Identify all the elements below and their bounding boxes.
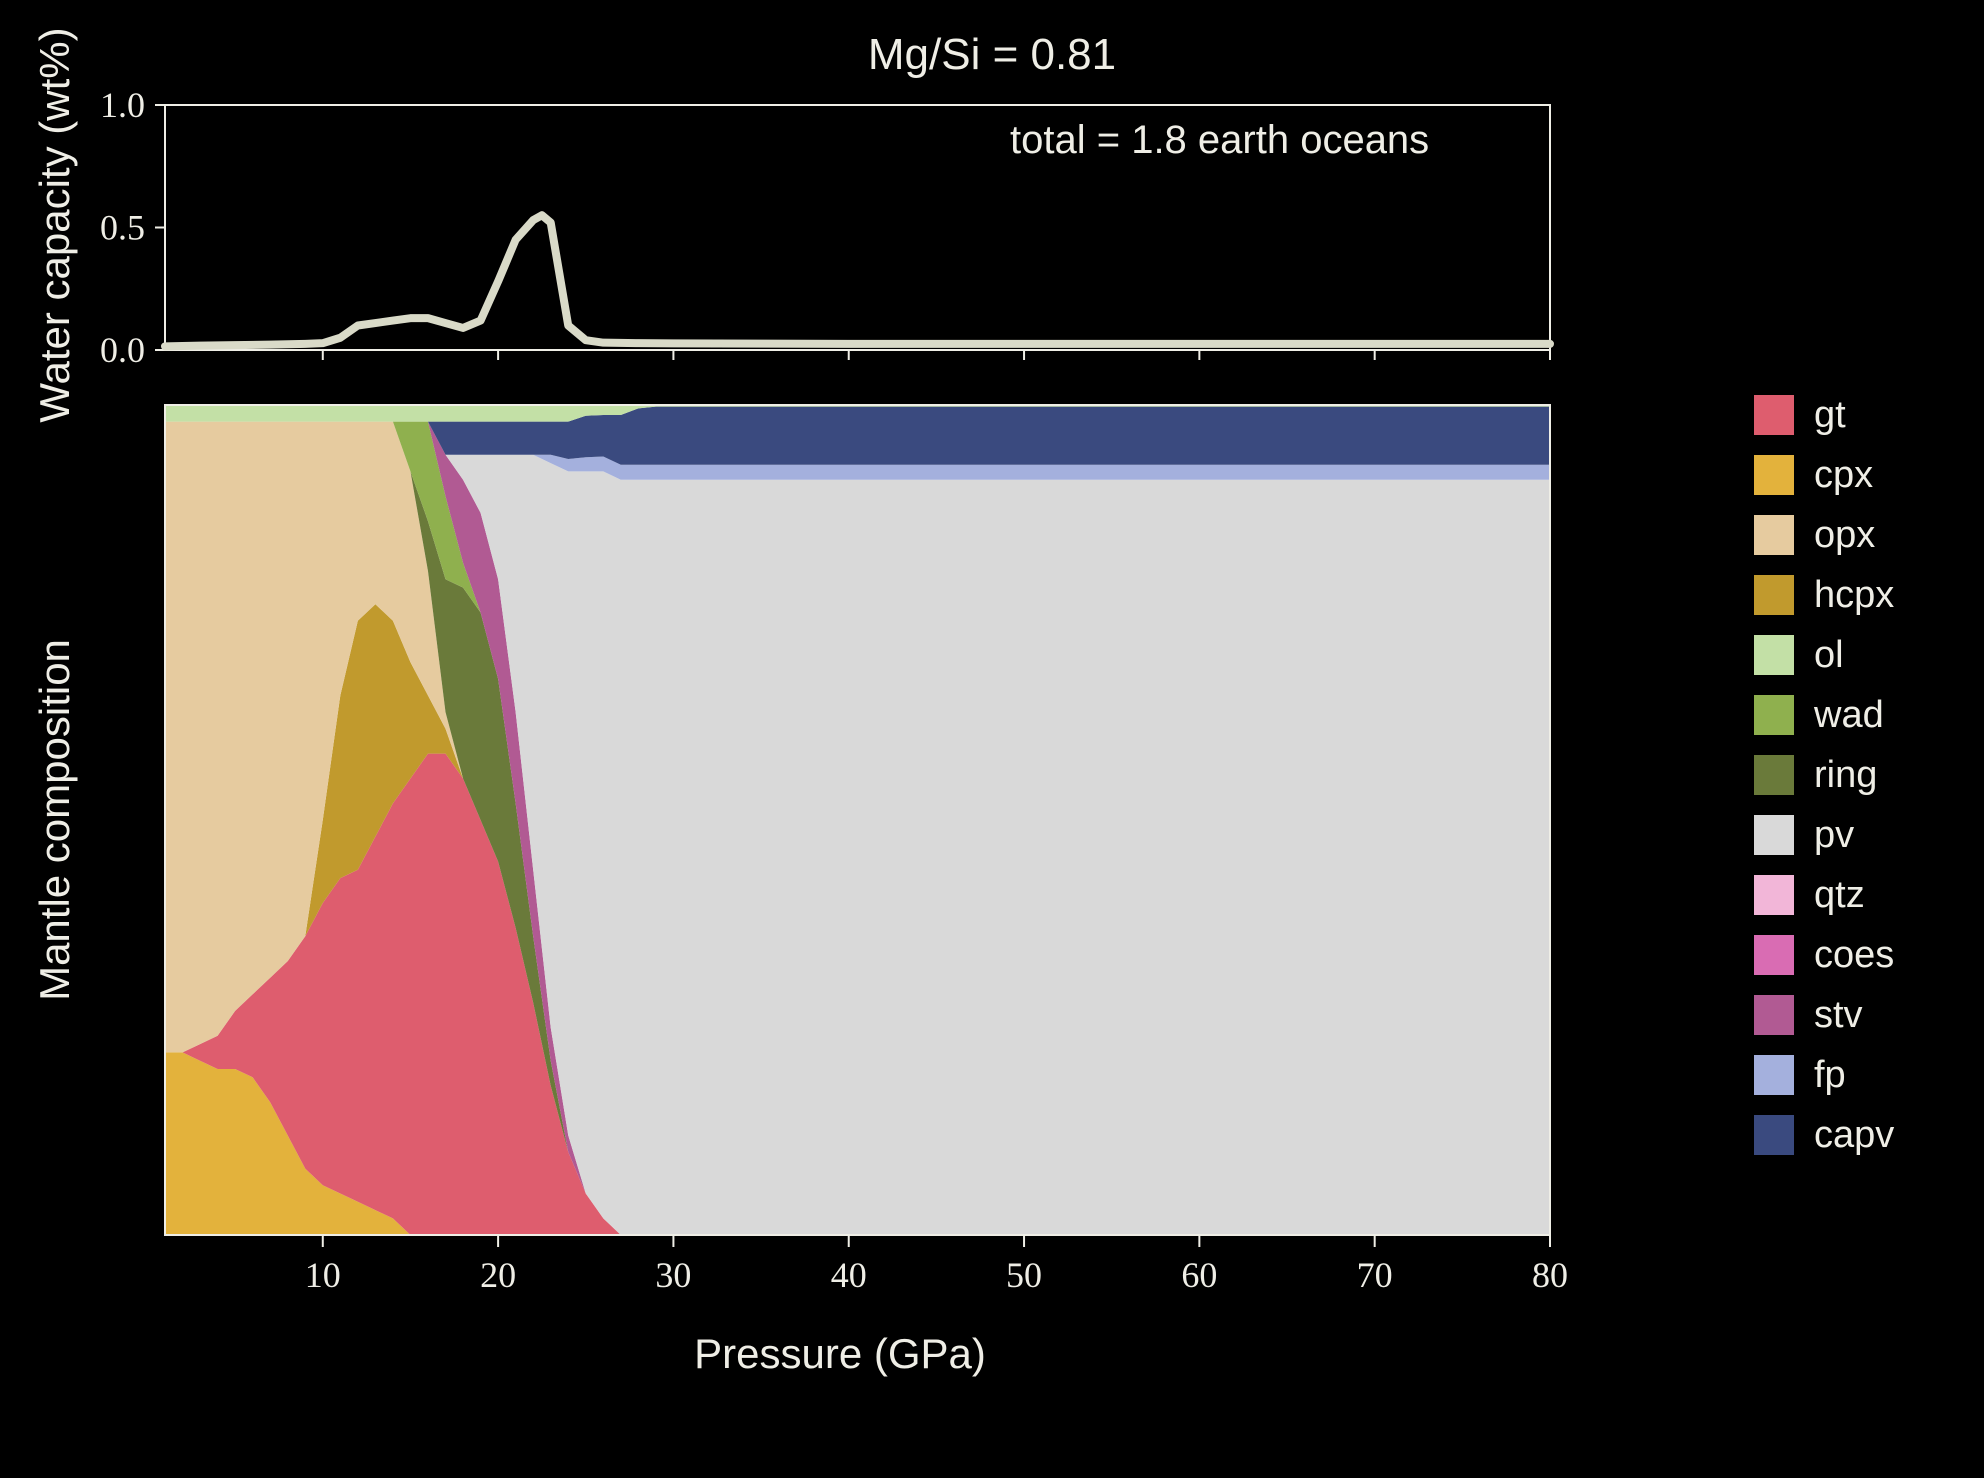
legend-item-cpx: cpx (1754, 445, 1954, 505)
legend-swatch (1754, 815, 1794, 855)
xtick-label: 70 (1357, 1255, 1393, 1295)
legend-label: opx (1814, 514, 1875, 557)
legend-swatch (1754, 1115, 1794, 1155)
legend-item-wad: wad (1754, 685, 1954, 745)
legend-item-opx: opx (1754, 505, 1954, 565)
legend-swatch (1754, 755, 1794, 795)
legend-swatch (1754, 395, 1794, 435)
xtick-label: 10 (305, 1255, 341, 1295)
xtick-label: 40 (831, 1255, 867, 1295)
legend-label: qtz (1814, 874, 1865, 917)
legend-label: ring (1814, 754, 1877, 797)
top-ytick: 0.5 (100, 208, 145, 248)
legend-swatch (1754, 575, 1794, 615)
legend-item-ol: ol (1754, 625, 1954, 685)
legend-label: capv (1814, 1114, 1894, 1157)
legend-item-capv: capv (1754, 1105, 1954, 1165)
legend-item-ring: ring (1754, 745, 1954, 805)
xtick-label: 60 (1181, 1255, 1217, 1295)
legend-swatch (1754, 455, 1794, 495)
legend-item-gt: gt (1754, 385, 1954, 445)
legend-label: hcpx (1814, 574, 1894, 617)
legend-label: wad (1814, 694, 1884, 737)
legend: gt cpx opx hcpx ol wad ring pv qtz coes stv fp capv (1754, 385, 1954, 1165)
xtick-label: 20 (480, 1255, 516, 1295)
legend-swatch (1754, 635, 1794, 675)
legend-item-pv: pv (1754, 805, 1954, 865)
legend-item-stv: stv (1754, 985, 1954, 1045)
legend-label: ol (1814, 634, 1844, 677)
legend-swatch (1754, 515, 1794, 555)
legend-swatch (1754, 695, 1794, 735)
legend-swatch (1754, 875, 1794, 915)
water-total-annotation: total = 1.8 earth oceans (1010, 118, 1429, 163)
xtick-label: 80 (1532, 1255, 1568, 1295)
plot-surface: 0.0 0.5 1.0 10 20 30 40 50 60 70 80 (0, 0, 1984, 1478)
legend-label: cpx (1814, 454, 1873, 497)
legend-swatch (1754, 935, 1794, 975)
legend-item-hcpx: hcpx (1754, 565, 1954, 625)
legend-label: gt (1814, 394, 1846, 437)
top-ytick: 0.0 (100, 330, 145, 370)
legend-label: fp (1814, 1054, 1846, 1097)
legend-item-fp: fp (1754, 1045, 1954, 1105)
legend-label: coes (1814, 934, 1894, 977)
legend-label: pv (1814, 814, 1854, 857)
legend-item-qtz: qtz (1754, 865, 1954, 925)
xtick-label: 30 (655, 1255, 691, 1295)
top-ytick: 1.0 (100, 85, 145, 125)
legend-item-coes: coes (1754, 925, 1954, 985)
legend-label: stv (1814, 994, 1863, 1037)
legend-swatch (1754, 1055, 1794, 1095)
xtick-label: 50 (1006, 1255, 1042, 1295)
legend-swatch (1754, 995, 1794, 1035)
